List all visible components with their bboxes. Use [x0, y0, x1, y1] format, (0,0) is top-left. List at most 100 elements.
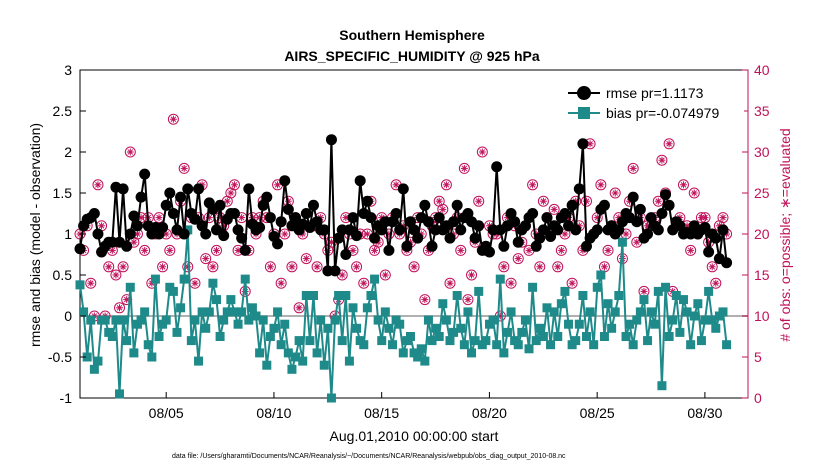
rmse-point: [387, 216, 399, 228]
obs-possible-point: [211, 244, 223, 256]
bias-point: [635, 307, 645, 317]
rmse-point: [193, 183, 205, 195]
rmse-point: [448, 216, 460, 228]
y2-tick-label: 25: [754, 185, 770, 201]
bias-point: [219, 315, 229, 325]
right-axis: 0 5 10 15 20 25 30 35 40: [742, 62, 770, 406]
bias-point: [546, 340, 556, 350]
rmse-point: [422, 216, 434, 228]
rmse-point: [164, 187, 176, 199]
obs-possible-point: [114, 302, 126, 314]
obs-possible-point: [505, 277, 517, 289]
rmse-point: [527, 208, 539, 219]
obs-possible-point: [85, 277, 97, 289]
obs-evaluated-point: [446, 279, 454, 287]
rmse-point: [530, 240, 542, 252]
bias-point: [373, 315, 383, 325]
obs-evaluated-point: [611, 189, 619, 197]
obs-evaluated-point: [536, 263, 544, 271]
obs-evaluated-point: [133, 230, 141, 238]
y-tick-label: -0.5: [48, 349, 72, 365]
obs-possible-point: [182, 261, 194, 273]
rmse-point: [340, 249, 352, 260]
x-tick-label: 08/30: [687, 405, 722, 421]
obs-evaluated-point: [468, 271, 476, 279]
x-axis-label: Aug.01,2010 00:00:00 start: [330, 428, 499, 444]
rmse-point: [257, 199, 269, 211]
obs-possible-point: [419, 294, 431, 306]
obs-evaluated-point: [295, 304, 303, 312]
bias-point: [395, 319, 405, 329]
obs-evaluated-point: [166, 246, 174, 254]
x-tick-label: 08/15: [364, 405, 399, 421]
rmse-point: [254, 221, 266, 233]
bias-point: [168, 286, 178, 296]
obs-evaluated-point: [604, 246, 612, 254]
rmse-point: [580, 240, 592, 252]
bias-point: [201, 323, 211, 333]
obs-evaluated-point: [353, 263, 361, 271]
x-tick-label: 08/25: [580, 405, 615, 421]
rmse-point: [214, 199, 226, 211]
rmse-point: [703, 246, 715, 258]
rmse-point: [354, 175, 366, 187]
rmse-point: [401, 240, 413, 252]
obs-possible-point: [228, 179, 240, 191]
bias-point: [704, 286, 714, 296]
bias-point: [520, 315, 530, 325]
bias-point: [653, 286, 663, 296]
bias-point: [280, 319, 290, 329]
bias-point: [416, 344, 426, 354]
rmse-point: [545, 230, 557, 242]
bias-point: [675, 327, 685, 337]
rmse-point: [570, 224, 582, 236]
obs-evaluated-point: [708, 263, 716, 271]
y-tick-label: 1.5: [53, 185, 73, 201]
bias-point: [456, 323, 466, 333]
y2-axis-label: # of obs: o=possible; ∗=evaluated: [777, 128, 793, 341]
obs-possible-point: [609, 187, 621, 199]
obs-evaluated-point: [701, 214, 709, 222]
rmse-point: [642, 228, 654, 240]
obs-evaluated-point: [658, 156, 666, 164]
bias-point: [603, 299, 613, 309]
obs-evaluated-point: [159, 263, 167, 271]
rmse-point: [92, 228, 104, 240]
left-axis: -1 -0.5 0 0.5 1 1.5 2 2.5 3: [48, 62, 86, 406]
obs-possible-point: [207, 261, 219, 273]
bias-point: [100, 315, 110, 325]
obs-evaluated-point: [550, 205, 558, 213]
legend-box: [564, 80, 744, 122]
bias-point: [438, 299, 448, 309]
rmse-point: [369, 232, 381, 244]
bias-point: [564, 319, 574, 329]
obs-evaluated-point: [119, 263, 127, 271]
rmse-point: [139, 168, 151, 180]
bias-point: [470, 336, 480, 346]
obs-possible-point: [358, 277, 370, 289]
rmse-point: [196, 220, 208, 232]
rmse-point: [88, 208, 100, 219]
obs-possible-point: [275, 277, 287, 289]
bias-point: [693, 299, 703, 309]
bias-point: [176, 303, 186, 313]
bias-point: [330, 315, 340, 325]
y-tick-label: 1: [64, 226, 72, 242]
bias-point: [617, 237, 627, 247]
rmse-point: [652, 224, 664, 236]
bias-point: [362, 303, 372, 313]
obs-possible-point: [688, 187, 700, 199]
bias-point: [115, 389, 125, 399]
y2-tick-label: 30: [754, 144, 770, 160]
obs-evaluated-point: [227, 189, 235, 197]
obs-possible-point: [103, 261, 115, 273]
rmse-point: [645, 212, 657, 224]
bias-point: [316, 315, 326, 325]
obs-evaluated-point: [87, 279, 95, 287]
bias-point: [499, 348, 509, 358]
obs-evaluated-point: [266, 263, 274, 271]
x-tick-label: 08/10: [256, 405, 291, 421]
rmse-point: [426, 240, 438, 252]
obs-possible-point: [167, 113, 179, 125]
bias-point: [517, 327, 527, 337]
